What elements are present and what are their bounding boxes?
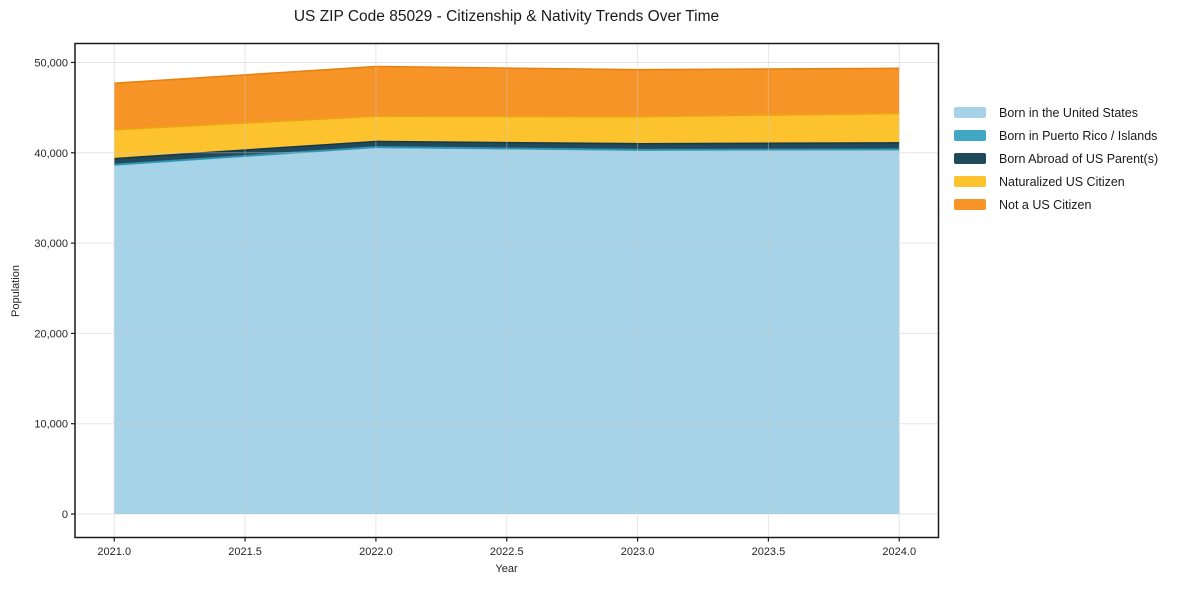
- gridlines: [75, 43, 939, 538]
- edge-line: [114, 65, 900, 85]
- y-tick-label: 10,000: [34, 419, 68, 431]
- legend-label: Born in Puerto Rico / Islands: [999, 128, 1158, 143]
- legend-swatch: [954, 107, 986, 118]
- y-axis-title: Population: [10, 265, 22, 317]
- y-tick-label: 40,000: [34, 148, 68, 160]
- x-tick-label: 2021.5: [228, 546, 262, 558]
- x-tick-label: 2022.0: [359, 546, 393, 558]
- tick-marks: [71, 61, 900, 542]
- tick-labels: 2021.0 2021.5 2022.0 2022.5 2023.0 2023.5 2024…: [34, 57, 916, 558]
- area-edges: [114, 65, 900, 166]
- legend-item-born-in-puerto-rico-islands: Born in Puerto Rico / Islands: [954, 124, 1158, 147]
- x-tick-label: 2023.5: [752, 546, 786, 558]
- legend-label: Born in the United States: [999, 105, 1138, 120]
- edge-line: [114, 146, 900, 166]
- y-tick-label: 0: [62, 509, 68, 521]
- x-axis-title: Year: [495, 563, 518, 575]
- legend-swatch: [954, 176, 986, 187]
- legend-label: Not a US Citizen: [999, 197, 1092, 212]
- legend-item-born-abroad-of-us-parent-s-: Born Abroad of US Parent(s): [954, 147, 1158, 170]
- legend-item-born-in-the-united-states: Born in the United States: [954, 101, 1158, 124]
- area-naturalized-us-citizen: [114, 113, 900, 159]
- legend-item-not-a-us-citizen: Not a US Citizen: [954, 193, 1158, 216]
- legend-item-naturalized-us-citizen: Naturalized US Citizen: [954, 170, 1158, 193]
- area-born-abroad-of-us-parent-s-: [114, 141, 900, 165]
- legend-swatch: [954, 199, 986, 210]
- legend-label: Naturalized US Citizen: [999, 174, 1125, 189]
- edge-line: [114, 112, 900, 131]
- area-born-in-the-united-states: [114, 148, 900, 515]
- y-tick-label: 50,000: [34, 57, 68, 69]
- edge-line: [114, 140, 900, 160]
- legend-swatch: [954, 130, 986, 141]
- x-tick-label: 2023.0: [621, 546, 655, 558]
- x-tick-label: 2021.0: [97, 546, 131, 558]
- y-tick-label: 20,000: [34, 328, 68, 340]
- area-bands: [114, 66, 900, 515]
- legend-swatch: [954, 153, 986, 164]
- legend-label: Born Abroad of US Parent(s): [999, 151, 1159, 166]
- x-tick-label: 2024.0: [882, 546, 916, 558]
- chart-title: US ZIP Code 85029 - Citizenship & Nativi…: [293, 8, 720, 25]
- legend: Born in the United States Born in Puerto …: [954, 101, 1158, 216]
- x-tick-label: 2022.5: [490, 546, 524, 558]
- y-tick-label: 30,000: [34, 238, 68, 250]
- area-not-a-us-citizen: [114, 66, 900, 130]
